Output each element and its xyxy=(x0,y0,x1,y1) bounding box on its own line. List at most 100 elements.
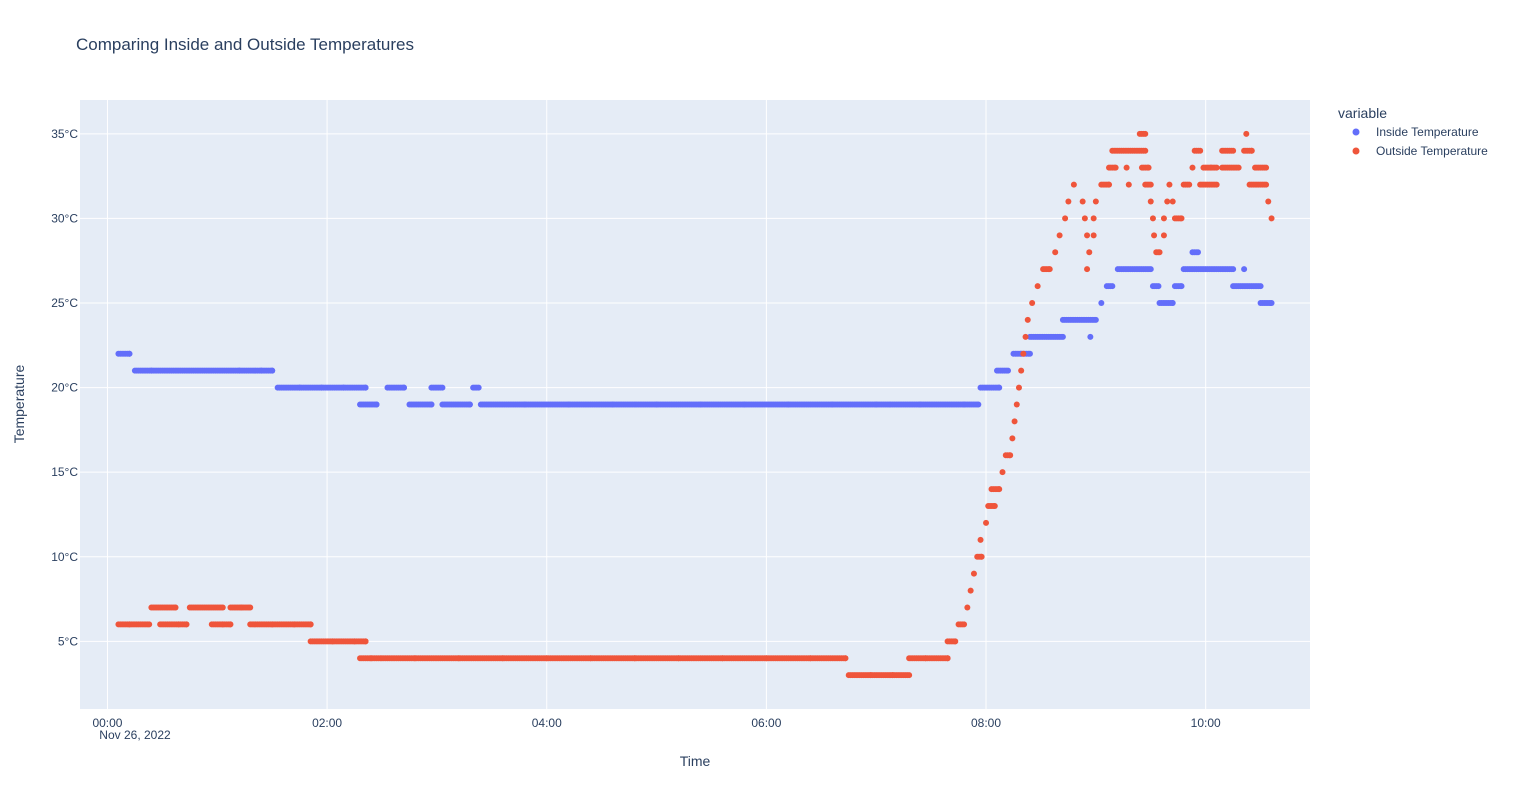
data-point xyxy=(1084,232,1091,239)
data-point xyxy=(1087,333,1094,340)
y-tick-label: 30°C xyxy=(51,211,78,225)
data-point xyxy=(428,401,435,408)
x-axis-title: Time xyxy=(680,753,711,769)
data-point xyxy=(952,638,959,645)
data-point xyxy=(1263,181,1270,188)
data-point xyxy=(1015,384,1022,391)
data-point xyxy=(362,638,369,645)
x-tick-label: 02:00 xyxy=(312,716,342,730)
x-tick-label: 08:00 xyxy=(971,716,1001,730)
data-point xyxy=(1011,418,1018,425)
data-point xyxy=(1009,435,1016,442)
data-point xyxy=(1147,266,1154,273)
data-point xyxy=(126,350,133,357)
data-point xyxy=(1248,147,1255,154)
data-point xyxy=(269,367,276,374)
data-point xyxy=(1166,181,1173,188)
data-point xyxy=(1213,181,1220,188)
data-point xyxy=(1007,452,1014,459)
y-axis-ticks: 5°C 10°C 15°C 20°C 25°C 30°C 35°C xyxy=(51,127,78,648)
data-points xyxy=(115,130,1275,679)
data-point xyxy=(1265,198,1272,205)
legend-title: variable xyxy=(1338,105,1387,121)
data-point xyxy=(842,655,849,662)
data-point xyxy=(1147,181,1154,188)
data-point xyxy=(1109,283,1116,290)
x-tick-label: 00:00 xyxy=(92,716,122,730)
y-tick-label: 35°C xyxy=(51,127,78,141)
data-point xyxy=(978,553,985,560)
legend-item-outside[interactable]: Outside Temperature xyxy=(1352,144,1489,158)
data-point xyxy=(944,655,951,662)
data-point xyxy=(1235,164,1242,171)
legend-label-inside: Inside Temperature xyxy=(1376,125,1479,139)
data-point xyxy=(1230,266,1237,273)
x-axis-ticks: 00:00 02:00 04:00 06:00 08:00 10:00 xyxy=(92,716,1221,730)
data-point xyxy=(964,604,971,611)
data-point xyxy=(1056,232,1063,239)
x-tick-label: 04:00 xyxy=(532,716,562,730)
data-point xyxy=(1147,198,1154,205)
data-point xyxy=(247,604,254,611)
data-point xyxy=(1142,130,1149,137)
series-outside-points xyxy=(115,130,1275,679)
legend-item-inside[interactable]: Inside Temperature xyxy=(1352,125,1479,139)
data-point xyxy=(1052,249,1059,256)
data-point xyxy=(1243,130,1250,137)
data-point xyxy=(1026,350,1033,357)
data-point xyxy=(1098,300,1105,306)
series-inside-points xyxy=(115,249,1275,408)
data-point xyxy=(1155,283,1162,290)
data-point xyxy=(970,570,977,577)
y-tick-label: 15°C xyxy=(51,465,78,479)
data-point xyxy=(362,384,369,391)
data-point xyxy=(961,621,968,628)
data-point xyxy=(1090,232,1097,239)
data-point xyxy=(996,486,1003,493)
data-point xyxy=(439,384,446,391)
data-point xyxy=(1197,147,1204,154)
data-point xyxy=(1092,198,1099,205)
data-point xyxy=(475,384,482,391)
data-point xyxy=(1125,181,1132,188)
data-point xyxy=(977,536,984,543)
data-point xyxy=(1081,215,1088,222)
x-tick-label: 10:00 xyxy=(1191,716,1221,730)
data-point xyxy=(373,401,380,408)
data-point xyxy=(219,604,226,611)
data-point xyxy=(1004,367,1011,374)
data-point xyxy=(1257,283,1264,290)
legend-label-outside: Outside Temperature xyxy=(1376,144,1488,158)
data-point xyxy=(307,621,314,628)
legend-marker-outside xyxy=(1352,147,1360,155)
data-point xyxy=(1070,181,1077,188)
data-point xyxy=(906,672,913,679)
data-point xyxy=(1160,232,1167,239)
data-point xyxy=(1065,198,1072,205)
data-point xyxy=(1079,198,1086,205)
legend-marker-inside xyxy=(1352,128,1360,136)
data-point xyxy=(1018,367,1025,374)
data-point xyxy=(1062,215,1069,222)
data-point xyxy=(999,469,1006,476)
data-point xyxy=(1092,316,1099,323)
data-point xyxy=(1112,164,1119,171)
data-point xyxy=(975,401,982,408)
data-point xyxy=(991,503,998,509)
x-axis-date-label: Nov 26, 2022 xyxy=(99,728,171,742)
y-tick-label: 20°C xyxy=(51,381,78,395)
y-tick-label: 10°C xyxy=(51,550,78,564)
data-point xyxy=(466,401,473,408)
data-point xyxy=(1178,215,1185,222)
data-point xyxy=(1169,300,1176,306)
legend[interactable]: variable Inside Temperature Outside Temp… xyxy=(1338,105,1488,158)
data-point xyxy=(400,384,407,391)
data-point xyxy=(1106,181,1113,188)
data-point xyxy=(1034,283,1041,290)
data-point xyxy=(1178,283,1185,290)
data-point xyxy=(1189,164,1196,171)
data-point xyxy=(1241,266,1248,273)
data-point xyxy=(1024,316,1031,323)
data-point xyxy=(1194,249,1201,256)
